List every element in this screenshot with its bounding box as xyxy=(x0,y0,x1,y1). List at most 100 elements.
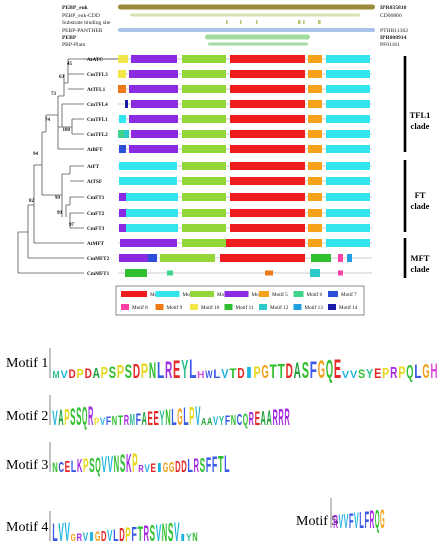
logo-letter-2-6: R xyxy=(88,401,93,431)
logo-letter-1-14: R xyxy=(165,357,172,384)
motif-block-5-5 xyxy=(308,130,322,138)
logo-letter-1-3: P xyxy=(77,366,85,381)
legend-label-9: Motif 9 xyxy=(167,304,183,311)
motif-block-5-6 xyxy=(326,130,370,138)
logo-letter-1-16: Y xyxy=(181,354,188,384)
motif-block-2-3 xyxy=(230,85,305,93)
legend-swatch-6 xyxy=(293,291,304,297)
legend-label-11: Motif 11 xyxy=(236,304,255,311)
logo-letter-2-10: N xyxy=(112,413,117,428)
logo-letter-4-17: V xyxy=(156,520,161,547)
logo-letter-4-12: P xyxy=(125,525,131,546)
logo-letter-1-19: W xyxy=(205,369,213,381)
logo-letter-3-19: G xyxy=(169,459,175,476)
legend-label-10: Motif 10 xyxy=(201,304,220,311)
logo-letter-3-22: L xyxy=(187,456,193,476)
bootstrap-9: 82 xyxy=(29,199,35,204)
logo-letter-1-35: E xyxy=(334,354,341,384)
binding-site-tick-5 xyxy=(318,20,321,24)
logo-letter-3-27: T xyxy=(218,451,224,477)
motif-block-11-3 xyxy=(230,224,305,232)
motif-block-14-2 xyxy=(265,270,273,276)
legend-swatch-4 xyxy=(224,291,249,297)
logo-letter-2-36: A xyxy=(266,407,271,430)
logo-letter-1-28: T xyxy=(278,361,285,383)
logo-letter-5-5: L xyxy=(359,507,364,533)
motif-block-4-5 xyxy=(326,115,370,123)
domain-name-0: PEBP_euk xyxy=(62,5,89,11)
logo-letter-4-22: Y xyxy=(186,532,192,544)
motif-block-12-2 xyxy=(226,239,305,247)
tree-branch xyxy=(27,165,84,259)
gene-label-CmTFL1: CmTFL1 xyxy=(87,117,108,123)
binding-site-tick-4 xyxy=(303,20,305,24)
motif-block-5-1 xyxy=(124,130,129,138)
motif-block-6-3 xyxy=(230,145,305,153)
motif-block-3-2 xyxy=(182,100,226,108)
gene-label-CmMFT1: CmMFT1 xyxy=(87,271,110,277)
logo-letter-4-3: G xyxy=(71,533,77,544)
motif-block-13-4 xyxy=(311,254,331,262)
logo-letter-2-23: P xyxy=(189,401,194,431)
logo-letter-5-7: R xyxy=(370,506,375,534)
motif-block-11-0 xyxy=(119,224,126,232)
logo-letter-1-20: L xyxy=(213,367,220,381)
motif-block-11-4 xyxy=(308,224,322,232)
logo-letter-1-23: D xyxy=(237,365,244,382)
logo-letter-1-22: T xyxy=(229,365,237,381)
binding-site-tick-3 xyxy=(298,20,301,24)
motif-block-0-2 xyxy=(182,55,226,63)
logo-letter-1-15: E xyxy=(173,356,180,384)
logo-letter-1-10: D xyxy=(133,361,140,383)
motif-block-1-5 xyxy=(326,70,370,78)
logo-letter-4-0: L xyxy=(52,519,57,547)
motif-block-7-3 xyxy=(308,162,322,170)
motif-block-0-3 xyxy=(230,55,305,63)
legend-swatch-5 xyxy=(259,291,269,297)
logo-letter-1-8: P xyxy=(117,362,124,382)
motif-block-10-0 xyxy=(119,209,126,217)
motif-block-10-5 xyxy=(326,209,370,217)
clade-label-1-b: clade xyxy=(411,201,430,211)
clade-label-2: MFT xyxy=(411,253,430,263)
logo-letter-3-4: K xyxy=(77,456,83,476)
bootstrap-0: 45 xyxy=(67,62,73,67)
logo-letter-2-25: A xyxy=(201,417,206,428)
logo-letter-3-7: Q xyxy=(95,454,101,477)
motif-block-7-1 xyxy=(182,162,226,170)
legend-swatch-12 xyxy=(259,304,267,310)
clade-label-0-b: clade xyxy=(411,121,430,131)
logo-letter-2-0: V xyxy=(52,407,57,430)
logo-letter-1-31: S xyxy=(302,357,309,383)
logo-letter-3-12: K xyxy=(126,448,132,478)
motif-block-13-0 xyxy=(119,254,148,262)
tree-branch xyxy=(17,231,84,274)
domain-acc-1: CD00866 xyxy=(380,13,402,19)
logo-letter-2-24: V xyxy=(195,401,200,431)
motif-block-7-4 xyxy=(326,162,370,170)
motif-block-6-4 xyxy=(308,145,322,153)
motif-block-14-1 xyxy=(167,270,173,276)
legend-label-5: Motif 5 xyxy=(272,291,288,298)
motif-block-14-0 xyxy=(125,269,147,277)
logo-letter-1-29: D xyxy=(286,360,293,383)
logo-letter-1-47: H xyxy=(430,360,437,383)
logo-letter-1-18: H xyxy=(197,370,204,381)
legend-label-13: Motif 13 xyxy=(305,304,324,311)
logo-letter-1-30: A xyxy=(294,358,301,383)
logo-letter-2-11: T xyxy=(118,412,124,428)
logo-letter-1-17: L xyxy=(189,354,196,384)
motif-block-4-0 xyxy=(119,115,126,123)
logo-letter-1-36: V xyxy=(342,370,350,381)
logo-letter-2-33: R xyxy=(249,409,254,429)
logo-letter-2-28: Y xyxy=(219,413,225,428)
motif-block-3-0 xyxy=(125,100,128,108)
motif-block-2-4 xyxy=(308,85,322,93)
sequence-logos: Motif 1M V D P D A P S P S D P N L R E Y L H W L V T D I P G T T D A S F… xyxy=(6,348,438,547)
logo-letter-2-3: S xyxy=(70,404,75,431)
motif-block-2-1 xyxy=(129,85,178,93)
logo-letter-1-1: V xyxy=(60,369,68,381)
logo-letter-4-2: V xyxy=(64,517,69,547)
domain-annotation-panel: PEBP_euk IPR035810 PEBP_euk-CDD CD00866 Subs… xyxy=(62,4,408,48)
motif-block-13-6 xyxy=(347,254,352,262)
